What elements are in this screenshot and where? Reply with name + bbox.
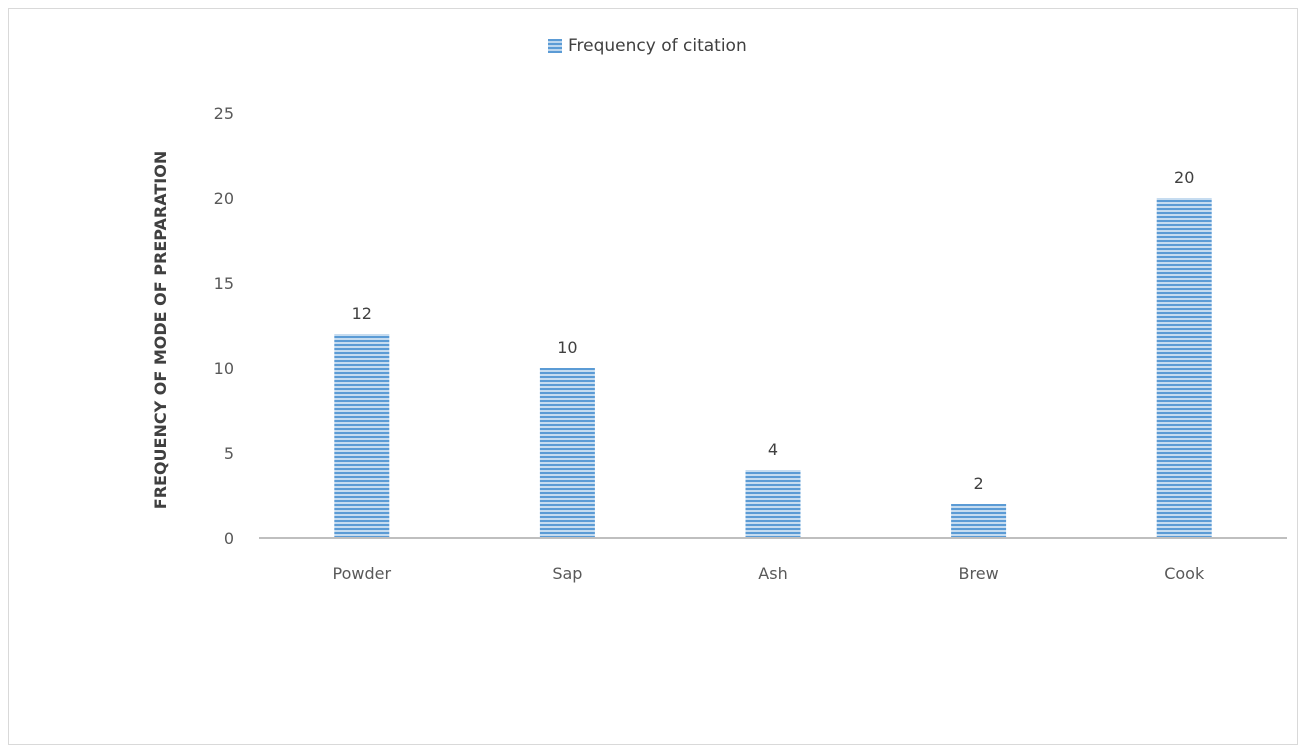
y-tick-label: 20 — [214, 189, 234, 208]
data-label: 20 — [1174, 168, 1194, 187]
legend: Frequency of citation — [548, 36, 747, 56]
y-tick-label: 0 — [224, 529, 234, 548]
y-tick-label: 5 — [224, 444, 234, 463]
data-label: 12 — [352, 304, 372, 323]
y-tick-label: 10 — [214, 359, 234, 378]
bar — [951, 504, 1007, 538]
x-tick-label: Cook — [1164, 564, 1205, 583]
y-ticks: 0 5 10 15 20 25 — [214, 104, 234, 548]
data-label: 4 — [768, 440, 778, 459]
legend-label: Frequency of citation — [568, 36, 747, 56]
x-ticks: Powder Sap Ash Brew Cook — [333, 564, 1205, 583]
y-axis-label-group: FREQUENCY OF MODE OF PREPARATION — [151, 151, 170, 509]
legend-swatch — [548, 39, 562, 53]
x-tick-label: Powder — [333, 564, 392, 583]
x-tick-label: Brew — [959, 564, 999, 583]
y-axis-label: FREQUENCY OF MODE OF PREPARATION — [151, 151, 170, 509]
data-label: 2 — [974, 474, 984, 493]
bar — [539, 368, 595, 538]
data-labels: 12 10 4 2 20 — [352, 168, 1195, 493]
x-tick-label: Ash — [758, 564, 787, 583]
bar — [334, 334, 390, 538]
chart-frame — [8, 8, 1298, 745]
bars — [334, 198, 1212, 538]
y-tick-label: 25 — [214, 104, 234, 123]
y-tick-label: 15 — [214, 274, 234, 293]
bar — [1156, 198, 1212, 538]
bar — [745, 470, 801, 538]
data-label: 10 — [557, 338, 577, 357]
x-tick-label: Sap — [552, 564, 582, 583]
